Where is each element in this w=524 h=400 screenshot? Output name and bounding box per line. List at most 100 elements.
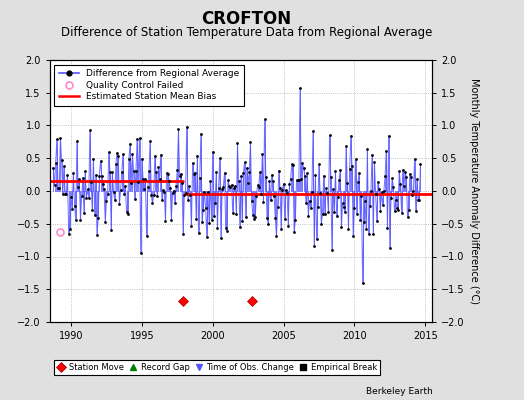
Point <box>56 134 64 141</box>
Point <box>146 137 155 144</box>
Point <box>326 174 335 180</box>
Point <box>259 198 268 205</box>
Point <box>61 191 69 197</box>
Point <box>403 214 412 220</box>
Point <box>93 232 101 238</box>
Point <box>110 188 118 195</box>
Point <box>172 182 180 189</box>
Point <box>58 157 66 163</box>
Point <box>140 186 148 193</box>
Point <box>187 223 195 230</box>
Point <box>141 176 149 182</box>
Point <box>133 136 141 142</box>
Point <box>256 168 264 175</box>
Point <box>102 198 111 204</box>
Point <box>190 170 198 177</box>
Point <box>135 135 144 141</box>
Point <box>99 181 107 188</box>
Point <box>233 140 242 146</box>
Point <box>157 151 165 158</box>
Point <box>290 229 298 235</box>
Point <box>241 159 249 166</box>
Point <box>245 168 254 175</box>
Point <box>168 190 177 196</box>
Point <box>254 182 262 188</box>
Point <box>84 194 93 201</box>
Point <box>237 173 245 180</box>
Point <box>211 200 219 206</box>
Point <box>411 207 420 214</box>
Point <box>263 215 271 221</box>
Point <box>162 170 171 176</box>
Point <box>250 216 258 222</box>
Point <box>49 164 58 171</box>
Point <box>101 219 110 225</box>
Point <box>313 204 322 210</box>
Point <box>279 180 288 187</box>
Point <box>230 185 238 191</box>
Point <box>285 181 293 188</box>
Point <box>334 194 342 201</box>
Point <box>129 168 138 174</box>
Point <box>394 207 402 214</box>
Point <box>236 224 244 230</box>
Point <box>68 206 77 212</box>
Point <box>174 126 183 132</box>
Point <box>244 180 253 186</box>
Point <box>212 169 221 175</box>
Point <box>272 233 281 239</box>
Point <box>170 188 178 194</box>
Point <box>117 169 126 175</box>
Point <box>78 193 86 199</box>
Point <box>308 189 316 195</box>
Point <box>124 211 132 217</box>
Point <box>83 186 92 192</box>
Point <box>363 146 372 152</box>
Point <box>339 200 347 207</box>
Point <box>395 168 403 174</box>
Point <box>79 175 87 181</box>
Point <box>184 196 192 203</box>
Point <box>388 175 396 181</box>
Point <box>226 184 235 190</box>
Point <box>361 198 369 204</box>
Point <box>192 216 200 222</box>
Point <box>153 192 161 199</box>
Point <box>322 185 330 192</box>
Point <box>372 191 380 197</box>
Point <box>296 85 304 92</box>
Point <box>154 164 162 170</box>
Point <box>243 164 251 171</box>
Point <box>181 190 190 196</box>
Point <box>134 179 143 185</box>
Point <box>209 148 217 155</box>
Point <box>405 206 413 213</box>
Point <box>167 217 176 223</box>
Point <box>407 174 415 181</box>
Point <box>166 184 174 191</box>
Point <box>75 176 83 182</box>
Point <box>380 188 388 194</box>
Point <box>261 174 270 180</box>
Point <box>193 152 202 159</box>
Point <box>116 186 125 193</box>
Point <box>291 217 300 223</box>
Point <box>382 148 390 154</box>
Point <box>176 173 184 180</box>
Point <box>178 180 186 186</box>
Point <box>130 196 139 202</box>
Point <box>299 165 308 171</box>
Point <box>179 231 188 237</box>
Point <box>358 280 367 287</box>
Point <box>400 183 408 189</box>
Point <box>324 209 333 216</box>
Point <box>292 177 301 183</box>
Point <box>409 188 418 194</box>
Point <box>77 217 85 224</box>
Point <box>265 178 274 184</box>
Point <box>397 210 406 216</box>
Point <box>198 218 206 225</box>
Point <box>64 231 73 237</box>
Point <box>344 226 353 232</box>
Point <box>362 226 370 232</box>
